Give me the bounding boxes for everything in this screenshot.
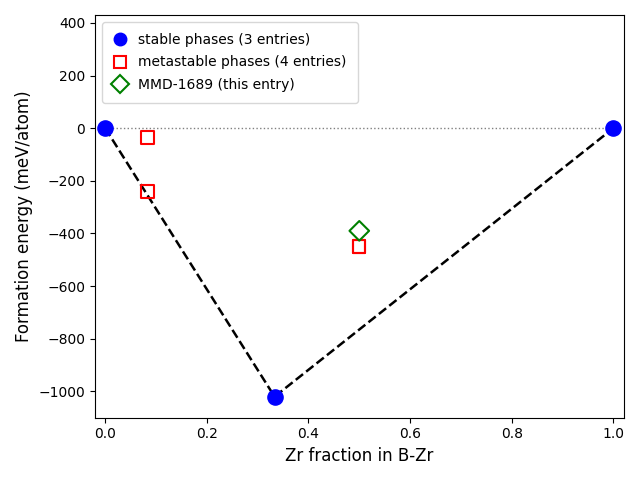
stable phases (3 entries) <box>100 124 110 132</box>
stable phases (3 entries) <box>269 393 280 400</box>
X-axis label: Zr fraction in B-Zr: Zr fraction in B-Zr <box>285 447 433 465</box>
Legend: stable phases (3 entries), metastable phases (4 entries), MMD-1689 (this entry): stable phases (3 entries), metastable ph… <box>102 22 358 103</box>
stable phases (3 entries) <box>608 124 618 132</box>
metastable phases (4 entries) <box>354 243 364 251</box>
Y-axis label: Formation energy (meV/atom): Formation energy (meV/atom) <box>15 91 33 342</box>
metastable phases (4 entries) <box>143 133 153 141</box>
metastable phases (4 entries) <box>143 188 153 195</box>
metastable phases (4 entries) <box>354 243 364 251</box>
MMD-1689 (this entry) <box>354 227 364 235</box>
